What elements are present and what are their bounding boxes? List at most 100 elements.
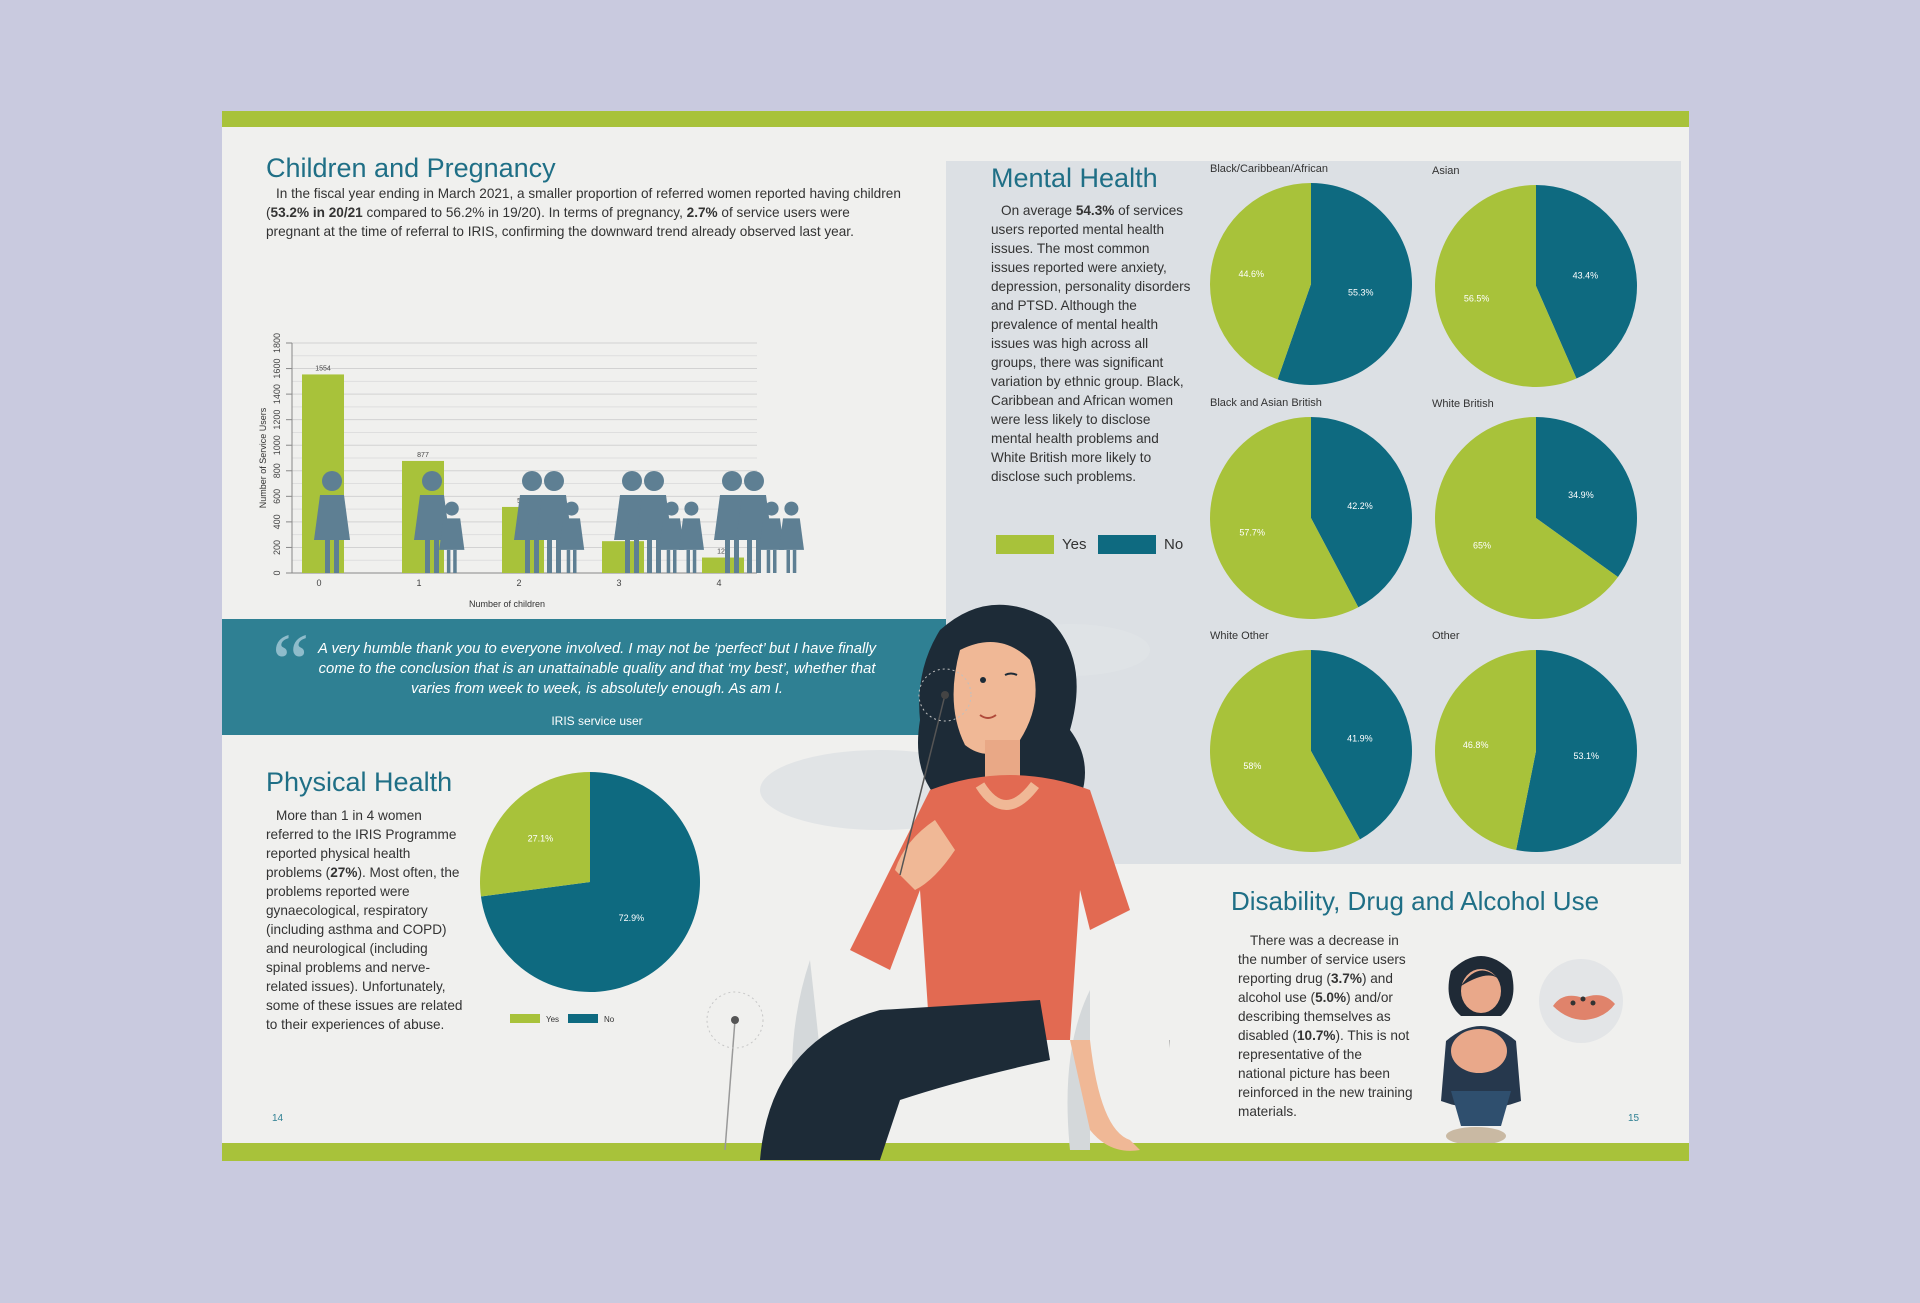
y-tick-label: 1000 (272, 435, 282, 455)
figure-body (439, 518, 465, 550)
pie-slice-yes (1210, 650, 1360, 852)
pie-slice-yes (1210, 417, 1359, 619)
page-number-left: 14 (272, 1113, 284, 1124)
pie-slice-yes (1435, 185, 1577, 387)
legend-no-label: No (604, 1015, 615, 1024)
figure-head (764, 501, 779, 516)
x-tick-label: 3 (616, 578, 621, 588)
bar-data-label: 877 (417, 452, 429, 459)
figure-leg (792, 549, 797, 573)
figure-leg (673, 549, 677, 573)
x-tick-label: 1 (416, 578, 421, 588)
figure-leg (747, 540, 752, 573)
pie-slice-yes (1435, 650, 1536, 851)
figure-head (444, 501, 459, 516)
y-axis-label: Number of Service Users (258, 407, 268, 508)
x-tick-label: 4 (716, 578, 721, 588)
children-intro: In the fiscal year ending in March 2021,… (266, 186, 901, 239)
top-accent-bar (946, 111, 1689, 127)
figure-leg (773, 549, 777, 573)
pie-data-label: 34.9% (1568, 490, 1594, 500)
figure-leg (566, 549, 571, 573)
pie-data-label: 72.9% (619, 913, 645, 923)
physical-text: More than 1 in 4 women referred to the I… (266, 808, 463, 1032)
physical-heading: Physical Health (266, 767, 453, 797)
figure-leg (534, 540, 539, 573)
pie-black-caribbean-african: 55.3% 44.6% (1210, 183, 1412, 385)
mental-heading: Mental Health (991, 163, 1158, 193)
x-axis-label: Number of children (469, 599, 545, 609)
pie-data-label: 44.6% (1238, 269, 1264, 279)
figure-body (778, 518, 804, 550)
quote-mark-icon: “ (272, 617, 310, 710)
pie-slice-no (1516, 650, 1637, 852)
bar (702, 557, 744, 573)
mental-text: On average 54.3% of services users repor… (991, 203, 1191, 484)
figure-leg (766, 549, 771, 573)
top-accent-bar (222, 111, 946, 127)
x-tick-label: 0 (316, 578, 321, 588)
pie-slice-no (1536, 185, 1637, 379)
figure-head (564, 501, 579, 516)
figure-leg (573, 549, 577, 573)
crouching-woman-illustration (1441, 956, 1623, 1145)
figure-body (314, 495, 350, 540)
y-tick-label: 0 (272, 570, 282, 575)
figure-leg (756, 540, 761, 573)
quote-author: IRIS service user (551, 714, 643, 728)
pie-title: White Other (1210, 630, 1269, 642)
figure-leg (425, 540, 430, 573)
y-tick-label: 200 (272, 540, 282, 555)
pie-data-label: 41.9% (1347, 733, 1373, 743)
disability-heading: Disability, Drug and Alcohol Use (1231, 886, 1600, 916)
pie-data-label: 42.2% (1347, 501, 1373, 511)
pie-white-british: 34.9% 65% (1435, 417, 1637, 619)
pie-data-label: 56.5% (1464, 293, 1490, 303)
figure-body (414, 495, 450, 540)
y-tick-label: 1400 (272, 384, 282, 404)
legend-no-label: No (1164, 536, 1184, 553)
pie-slice-yes (480, 772, 590, 897)
figure-leg (634, 540, 639, 573)
children-heading: Children and Pregnancy (266, 153, 556, 183)
pie-other: 53.1% 46.8% (1435, 650, 1637, 852)
pie-slice-no (1536, 417, 1637, 578)
y-tick-label: 1600 (272, 359, 282, 379)
physical-pie-chart: 72.9% 27.1% Yes No (480, 772, 700, 1024)
figure-leg (547, 540, 552, 573)
pie-slice-no (1311, 417, 1412, 608)
right-page: Mental Health On average 54.3% of servic… (946, 111, 1689, 1161)
y-tick-label: 1800 (272, 333, 282, 353)
pie-slice-yes (1435, 417, 1618, 619)
y-tick-label: 600 (272, 489, 282, 504)
figure-leg (325, 540, 330, 573)
quote-banner: “ A very humble thank you to everyone in… (222, 619, 946, 735)
figure-body (559, 518, 585, 550)
quote-text: A very humble thank you to everyone invo… (318, 641, 876, 697)
y-tick-label: 800 (272, 463, 282, 478)
pie-slice-no (480, 772, 700, 992)
figure-leg (734, 540, 739, 573)
children-bar-chart: 0 200 400 600 800 1000 1200 1400 1600 1800 Number … (258, 333, 804, 609)
pie-data-label: 58% (1243, 761, 1261, 771)
figure-head (644, 471, 664, 491)
x-tick-label: 2 (516, 578, 521, 588)
page-number-right: 15 (1628, 1113, 1640, 1124)
figure-leg (434, 540, 439, 573)
figure-leg (556, 540, 561, 573)
figure-leg (725, 540, 730, 573)
figure-head (664, 501, 679, 516)
figure-leg (786, 549, 790, 573)
figure-leg (446, 549, 451, 573)
figure-head (522, 471, 542, 491)
figure-body (678, 518, 704, 550)
pie-slice-no (1277, 183, 1412, 385)
figure-head (722, 471, 742, 491)
pie-data-label: 65% (1473, 541, 1491, 551)
legend-yes-swatch (996, 535, 1054, 554)
figure-leg (666, 549, 671, 573)
legend-yes-label: Yes (546, 1015, 559, 1024)
disability-text: There was a decrease in the number of se… (1238, 933, 1413, 1119)
woman-with-dandelion-illustration (706, 604, 1170, 1160)
figure-leg (625, 540, 630, 573)
